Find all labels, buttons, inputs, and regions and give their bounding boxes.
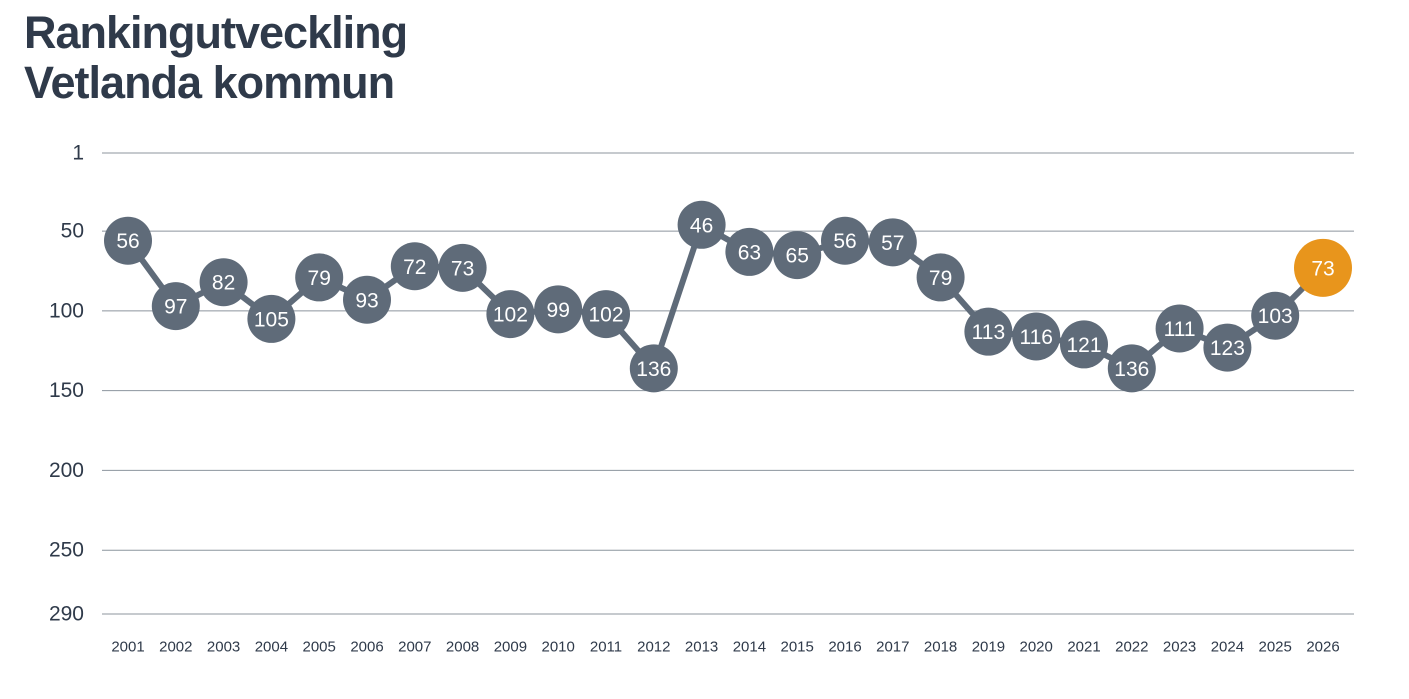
x-tick-label: 2017 xyxy=(876,639,909,656)
x-tick-label: 2014 xyxy=(733,639,766,656)
data-point xyxy=(104,216,152,265)
data-point xyxy=(1155,304,1204,353)
data-point xyxy=(1060,320,1108,369)
x-axis-ticks: 2001 2002 2003 2004 2005 2006 2007 2008 2009 2010… xyxy=(111,639,1339,656)
data-point xyxy=(343,275,391,324)
y-tick-label: 250 xyxy=(49,539,84,562)
data-label: 123 xyxy=(1210,337,1245,360)
data-label: 111 xyxy=(1164,318,1196,341)
data-label: 102 xyxy=(493,304,528,327)
data-label: 99 xyxy=(547,299,570,322)
data-point xyxy=(821,216,869,265)
x-tick-label: 2021 xyxy=(1067,639,1100,656)
y-tick-label: 150 xyxy=(49,379,84,402)
data-label: 56 xyxy=(833,230,856,253)
y-tick-label: 100 xyxy=(49,299,84,322)
data-label: 113 xyxy=(972,321,1005,344)
x-tick-label: 2006 xyxy=(350,639,383,656)
data-label: 97 xyxy=(164,296,187,319)
data-label: 116 xyxy=(1019,326,1052,349)
y-tick-label: 1 xyxy=(72,142,84,165)
x-tick-label: 2007 xyxy=(398,639,431,656)
data-label: 103 xyxy=(1258,305,1293,328)
x-tick-label: 2019 xyxy=(972,639,1005,656)
data-point xyxy=(486,290,535,339)
x-tick-label: 2018 xyxy=(924,639,957,656)
x-tick-label: 2023 xyxy=(1163,639,1196,656)
x-tick-label: 2009 xyxy=(494,639,527,656)
data-label: 105 xyxy=(254,308,289,331)
x-tick-label: 2024 xyxy=(1211,639,1244,656)
x-tick-label: 2002 xyxy=(159,639,192,656)
data-point xyxy=(151,282,200,331)
y-tick-label: 200 xyxy=(49,459,84,482)
data-label: 82 xyxy=(212,272,235,295)
gridlines xyxy=(102,152,1354,615)
data-point xyxy=(629,344,678,393)
data-label: 46 xyxy=(690,214,713,237)
x-tick-label: 2008 xyxy=(446,639,479,656)
data-label: 73 xyxy=(1311,257,1334,280)
x-tick-label: 2012 xyxy=(637,639,670,656)
data-label: 57 xyxy=(881,232,904,255)
x-tick-label: 2015 xyxy=(781,639,814,656)
data-label: 79 xyxy=(308,267,331,290)
data-point xyxy=(438,243,487,292)
data-label: 72 xyxy=(403,256,426,279)
data-point xyxy=(1203,323,1252,372)
x-tick-label: 2020 xyxy=(1020,639,1053,656)
x-tick-label: 2003 xyxy=(207,639,240,656)
x-tick-label: 2025 xyxy=(1259,639,1292,656)
y-tick-label: 290 xyxy=(49,603,84,626)
chart-title-line-2: Vetlanda kommun xyxy=(24,57,395,108)
data-label: 121 xyxy=(1066,334,1101,357)
x-tick-label: 2013 xyxy=(685,639,718,656)
data-label: 63 xyxy=(738,241,761,264)
data-point xyxy=(773,231,822,280)
data-point xyxy=(390,242,439,291)
data-label: 65 xyxy=(786,245,809,268)
data-points: 56 97 82 105 79 93 72 73 102 99 102 136 46 63 65 56 57 79… xyxy=(104,200,1352,393)
data-point xyxy=(1107,344,1156,393)
data-point xyxy=(916,253,965,302)
data-point xyxy=(295,253,344,302)
chart-title: Rankingutveckling Vetlanda kommun xyxy=(24,7,408,108)
x-tick-label: 2004 xyxy=(255,639,288,656)
x-tick-label: 2005 xyxy=(303,639,336,656)
data-label: 73 xyxy=(451,257,474,280)
data-point xyxy=(725,227,774,276)
data-point xyxy=(868,218,917,267)
data-label: 136 xyxy=(1114,358,1149,381)
x-tick-label: 2016 xyxy=(828,639,861,656)
x-tick-label: 2011 xyxy=(590,639,622,656)
data-point xyxy=(247,294,296,343)
x-tick-label: 2001 xyxy=(111,639,144,656)
data-label: 56 xyxy=(116,230,139,253)
x-tick-label: 2022 xyxy=(1115,639,1148,656)
data-point-highlight xyxy=(1294,238,1352,297)
data-label: 136 xyxy=(636,358,671,381)
data-point xyxy=(677,200,726,249)
data-label: 79 xyxy=(929,267,952,290)
y-tick-label: 50 xyxy=(61,220,84,243)
data-point xyxy=(1251,291,1300,340)
data-point xyxy=(964,307,1013,356)
data-point xyxy=(582,290,630,339)
data-label: 93 xyxy=(355,289,378,312)
data-point xyxy=(534,285,583,334)
x-tick-label: 2026 xyxy=(1306,639,1339,656)
data-point xyxy=(199,258,248,307)
data-point xyxy=(1012,312,1061,361)
x-tick-label: 2010 xyxy=(542,639,575,656)
data-label: 102 xyxy=(588,304,623,327)
chart-title-line-1: Rankingutveckling xyxy=(24,7,408,58)
